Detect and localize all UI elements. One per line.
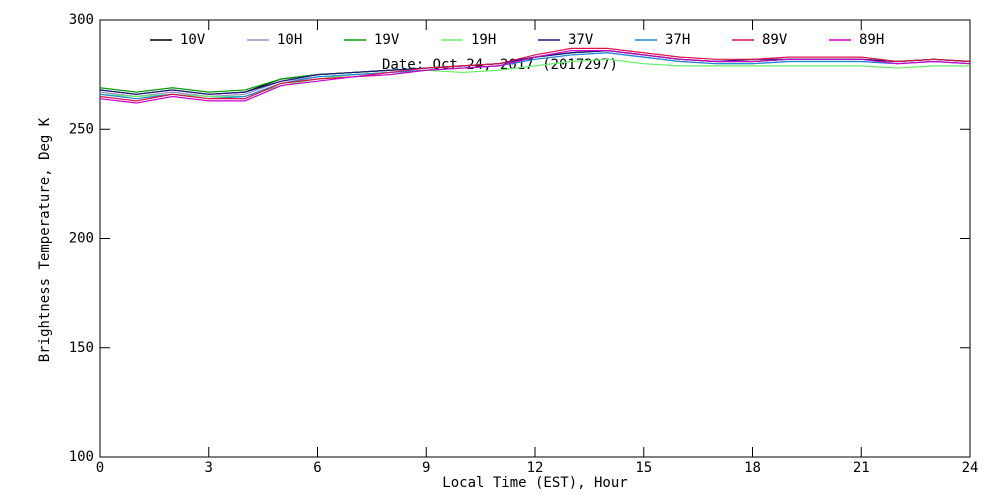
y-tick-label: 200 [69,231,94,247]
x-tick-label: 9 [422,460,430,476]
x-axis-label: Local Time (EST), Hour [442,475,627,491]
x-tick-label: 6 [313,460,321,476]
legend-label: 10H [277,32,302,48]
x-tick-label: 24 [962,460,979,476]
legend-label: 37V [568,32,594,48]
x-tick-label: 18 [744,460,761,476]
series-line [99,49,971,104]
legend-label: 89H [859,32,884,48]
legend-label: 37H [665,32,690,48]
y-tick-label: 150 [69,340,94,356]
legend-label: 89V [762,32,788,48]
x-tick-label: 21 [853,460,870,476]
series-line [99,47,971,102]
x-tick-label: 3 [205,460,213,476]
legend-label: 10V [180,32,206,48]
x-tick-label: 12 [527,460,544,476]
legend-label: 19V [374,32,400,48]
y-tick-label: 300 [69,12,94,28]
legend-label: 19H [471,32,496,48]
y-tick-label: 250 [69,121,94,137]
x-tick-label: 15 [635,460,652,476]
plot-frame [99,19,971,458]
y-tick-label: 100 [69,449,94,465]
x-tick-label: 0 [96,460,104,476]
y-axis-label: Brightness Temperature, Deg K [37,117,53,362]
series-line [99,52,971,100]
